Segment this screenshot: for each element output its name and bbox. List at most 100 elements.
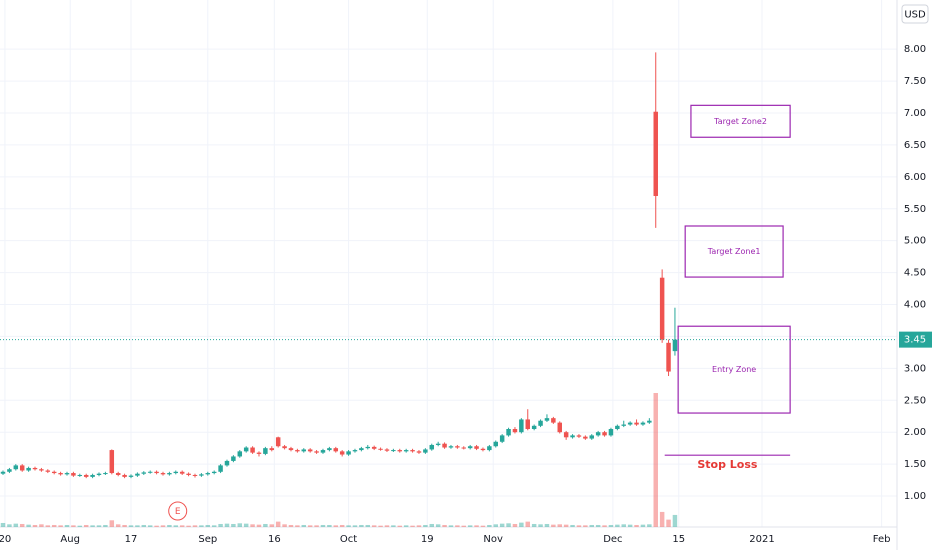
- volume-bar: [173, 525, 179, 527]
- volume-bar: [320, 524, 326, 527]
- volume-bar: [135, 525, 140, 527]
- volume-bar: [301, 524, 307, 527]
- candle-body: [448, 446, 454, 448]
- y-tick-label: 1.00: [904, 491, 926, 502]
- currency-label: USD: [904, 10, 926, 21]
- candle-body: [314, 451, 319, 453]
- volume-bar: [493, 524, 498, 527]
- volume-bar: [269, 524, 275, 527]
- candle-body: [83, 474, 89, 477]
- candle-body: [499, 435, 505, 442]
- volume-bar: [32, 524, 38, 527]
- candle-body: [103, 473, 108, 475]
- currency-box[interactable]: [901, 4, 929, 24]
- candle-body: [672, 339, 678, 352]
- candle-body: [128, 475, 134, 477]
- candle-body: [359, 448, 364, 451]
- candle-body: [77, 474, 83, 476]
- volume-bar: [583, 525, 588, 527]
- candle-body: [109, 450, 115, 474]
- candle-body: [320, 450, 326, 453]
- candle-body: [480, 448, 486, 451]
- candle-body: [493, 441, 498, 447]
- candle-body: [275, 437, 281, 447]
- volume-bar: [224, 523, 230, 527]
- volume-bar: [557, 524, 562, 527]
- candle-body: [365, 446, 371, 449]
- x-tick-label: 2021: [749, 534, 774, 545]
- volume-bar: [0, 522, 6, 527]
- volume-bar: [13, 523, 19, 527]
- volume-bar: [499, 523, 505, 527]
- y-tick-label: 4.00: [904, 300, 926, 311]
- candle-body: [487, 446, 492, 451]
- volume-bar: [595, 524, 601, 527]
- zone-box: [690, 104, 791, 138]
- volume-bar: [403, 525, 409, 527]
- candle-body: [423, 449, 428, 453]
- candle-body: [237, 451, 243, 457]
- y-tick-label: 7.00: [904, 108, 926, 119]
- volume-bar: [295, 525, 300, 527]
- volume-bar: [659, 511, 665, 527]
- candle-body: [333, 448, 339, 452]
- candle-body: [589, 435, 594, 439]
- candle-body: [640, 422, 646, 425]
- candle-body: [595, 432, 601, 436]
- candle-body: [583, 436, 588, 439]
- candle-body: [205, 473, 211, 475]
- volume-bar: [103, 524, 108, 527]
- earnings-marker[interactable]: [168, 501, 188, 521]
- candle-body: [288, 448, 294, 451]
- volume-bar: [397, 525, 403, 527]
- y-tick-label: 2.00: [904, 427, 926, 438]
- candle-body: [538, 420, 543, 426]
- volume-bar: [141, 524, 147, 527]
- volume-bar: [672, 514, 678, 527]
- volume-bar: [442, 524, 447, 527]
- volume-bar: [384, 525, 390, 527]
- volume-bar: [339, 524, 345, 527]
- volume-bar: [288, 524, 294, 527]
- volume-bar: [455, 525, 460, 527]
- last-price-box: [899, 331, 932, 348]
- last-price-label: 3.45: [904, 335, 926, 346]
- x-tick-label: 20: [0, 534, 11, 545]
- volume-bar: [352, 525, 358, 527]
- y-tick-label: 1.50: [904, 459, 926, 470]
- zone-box: [684, 225, 784, 278]
- y-tick-label: 6.00: [904, 172, 926, 183]
- volume-bar: [647, 524, 652, 527]
- candle-body: [467, 446, 473, 449]
- volume-bar: [589, 524, 594, 527]
- volume-bar: [26, 524, 31, 527]
- candle-body: [160, 473, 166, 475]
- candle-body: [51, 471, 57, 474]
- candle-body: [474, 446, 479, 449]
- volume-bar: [51, 524, 57, 527]
- candle-body: [403, 450, 409, 452]
- candle-body: [45, 470, 51, 472]
- volume-bar: [531, 523, 537, 527]
- candle-body: [26, 467, 31, 471]
- zone-box: [677, 325, 791, 414]
- volume-bar: [423, 524, 428, 527]
- candle-body: [192, 474, 198, 476]
- volume-bar: [634, 524, 639, 527]
- candle-body: [346, 451, 351, 455]
- volume-bar: [461, 525, 467, 527]
- volume-bar: [186, 525, 191, 527]
- candle-body: [263, 448, 268, 454]
- candle-body: [378, 448, 383, 450]
- volume-bar: [58, 525, 63, 527]
- volume-bar: [544, 523, 550, 527]
- candle-body: [634, 422, 639, 425]
- candle-body: [602, 432, 607, 436]
- volume-bar: [467, 525, 473, 527]
- y-tick-label: 2.50: [904, 395, 926, 406]
- candle-body: [429, 444, 435, 450]
- volume-bar: [90, 525, 95, 527]
- volume-bar: [563, 524, 569, 527]
- volume-bar: [231, 523, 236, 527]
